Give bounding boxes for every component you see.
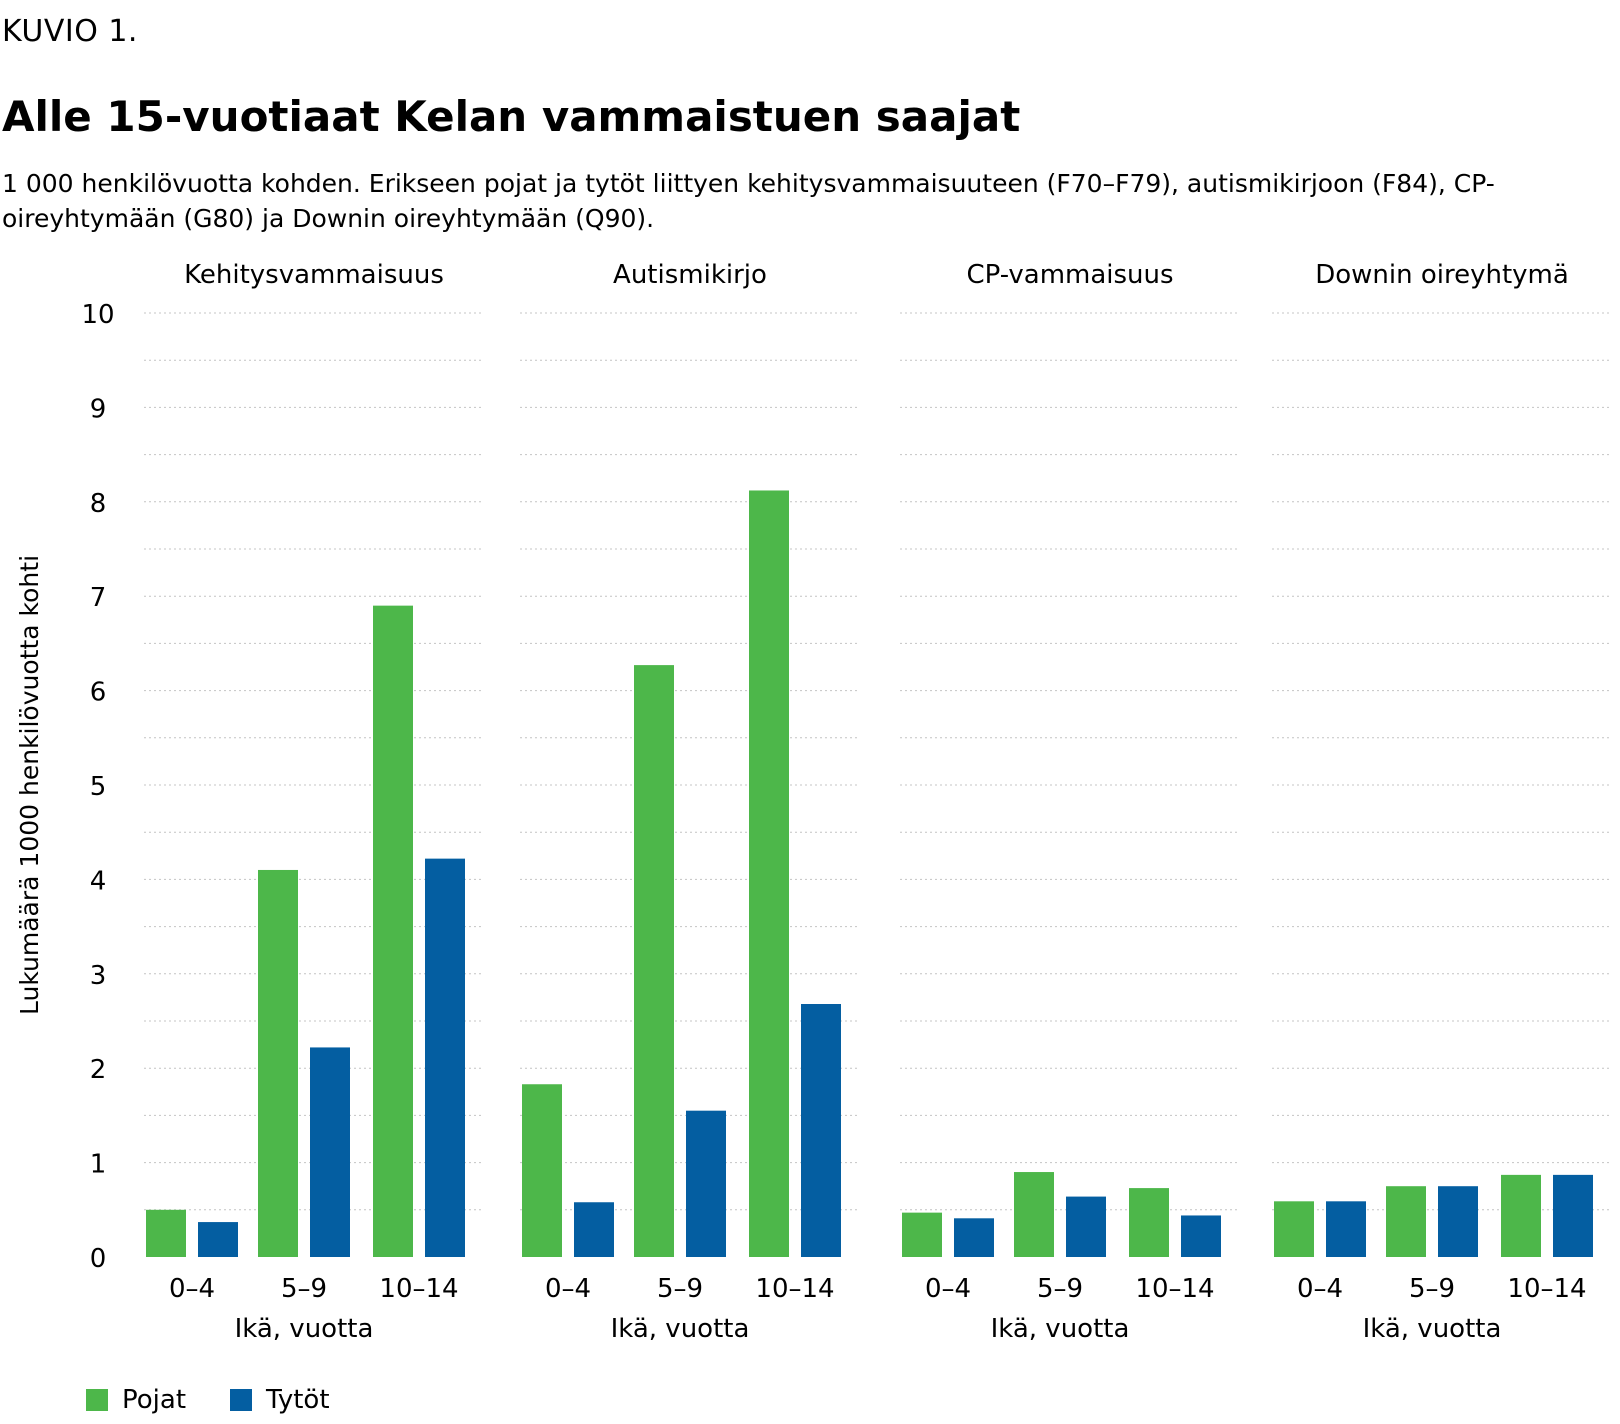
x-tick-label: 10–14 — [379, 1274, 458, 1304]
bar-tytot — [310, 1047, 350, 1257]
legend-swatch-tytot — [230, 1389, 253, 1411]
bar-pojat — [146, 1209, 186, 1257]
y-tick-label: 3 — [90, 961, 107, 991]
x-axis-title: Ikä, vuotta — [235, 1314, 374, 1344]
bar-pojat — [373, 605, 413, 1257]
figure-label: KUVIO 1. — [2, 14, 138, 49]
legend-item-pojat: Pojat — [86, 1385, 186, 1415]
bar-tytot — [574, 1202, 614, 1257]
y-tick-label: 1 — [90, 1150, 107, 1180]
bar-pojat — [634, 665, 674, 1257]
x-tick-label: 10–14 — [1507, 1274, 1586, 1304]
panel-title: Autismikirjo — [613, 260, 767, 290]
bar-pojat — [258, 869, 298, 1257]
x-tick-label: 0–4 — [545, 1274, 591, 1304]
bar-pojat — [1501, 1174, 1541, 1257]
x-tick-label: 5–9 — [1409, 1274, 1455, 1304]
x-tick-label: 0–4 — [169, 1274, 215, 1304]
legend-label-pojat: Pojat — [122, 1385, 187, 1415]
chart-title: Alle 15-vuotiaat Kelan vammaistuen saaja… — [2, 92, 1021, 141]
legend-item-tytot: Tytöt — [230, 1385, 330, 1415]
x-tick-label: 5–9 — [657, 1274, 703, 1304]
y-tick-label: 6 — [90, 678, 107, 708]
bar-pojat — [1014, 1172, 1054, 1257]
y-tick-label: 8 — [90, 489, 107, 519]
bar-tytot — [1438, 1186, 1478, 1257]
legend-label-tytot: Tytöt — [266, 1385, 330, 1415]
x-tick-label: 5–9 — [281, 1274, 327, 1304]
y-tick-label: 2 — [90, 1055, 107, 1085]
y-tick-label: 0 — [90, 1244, 107, 1274]
bar-tytot — [1553, 1174, 1593, 1257]
bar-tytot — [686, 1110, 726, 1257]
bar-tytot — [801, 1004, 841, 1257]
bar-pojat — [749, 490, 789, 1257]
legend-swatch-pojat — [86, 1389, 108, 1411]
bar-pojat — [1129, 1188, 1169, 1257]
bar-tytot — [954, 1218, 994, 1257]
x-axis-title: Ikä, vuotta — [1363, 1314, 1502, 1344]
panel-title: CP-vammaisuus — [966, 260, 1173, 290]
x-tick-label: 0–4 — [925, 1274, 971, 1304]
panel-title: Kehitysvammaisuus — [184, 260, 444, 290]
y-tick-label: 10 — [81, 300, 114, 330]
x-tick-label: 0–4 — [1297, 1274, 1343, 1304]
y-tick-label: 7 — [90, 583, 107, 613]
y-axis-title: Lukumäärä 1000 henkilövuotta kohti — [15, 555, 44, 1015]
bar-tytot — [1066, 1196, 1106, 1257]
legend: Pojat Tytöt — [86, 1385, 374, 1415]
bar-tytot — [1326, 1201, 1366, 1257]
chart-subtitle: 1 000 henkilövuotta kohden. Erikseen poj… — [2, 169, 1495, 233]
bar-pojat — [1386, 1186, 1426, 1257]
bar-pojat — [1274, 1201, 1314, 1257]
bar-tytot — [425, 858, 465, 1257]
bar-pojat — [522, 1084, 562, 1257]
bar-tytot — [198, 1222, 238, 1257]
y-tick-label: 5 — [90, 772, 107, 802]
x-axis-title: Ikä, vuotta — [611, 1314, 750, 1344]
y-tick-label: 4 — [90, 866, 107, 896]
x-tick-label: 10–14 — [755, 1274, 834, 1304]
panel-title: Downin oireyhtymä — [1315, 260, 1569, 290]
bar-tytot — [1181, 1215, 1221, 1257]
y-tick-label: 9 — [90, 394, 107, 424]
x-axis-title: Ikä, vuotta — [991, 1314, 1130, 1344]
x-tick-label: 10–14 — [1135, 1274, 1214, 1304]
bar-pojat — [902, 1212, 942, 1257]
x-tick-label: 5–9 — [1037, 1274, 1083, 1304]
